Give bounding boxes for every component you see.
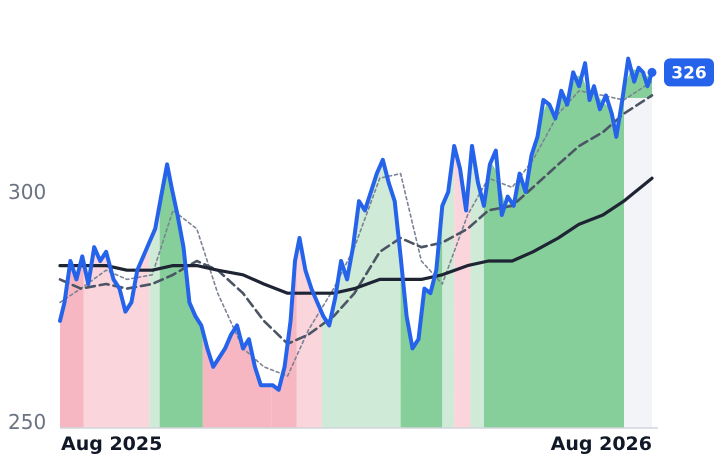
uptrend-zone [442,146,455,428]
x-axis: Aug 2025 Aug 2026 [61,433,652,455]
sma-long-line [58,176,654,295]
uptrend-zone [321,164,401,428]
downtrend-zone [83,242,150,428]
last-value-marker: 326 [647,58,714,87]
trend-zones [60,69,652,429]
x-tick-label: Aug 2025 [61,433,162,455]
uptrend-zone [483,69,652,429]
last-value-dot [647,67,657,77]
x-tick-label: Aug 2026 [551,433,652,455]
downtrend-zone [271,253,297,428]
series-lines [58,56,654,392]
price-line [58,56,654,392]
uptrend-zone [159,165,203,428]
y-tick-label: 300 [8,180,46,204]
downtrend-zone [60,258,84,428]
sma-mid-line [58,94,654,346]
last-value-badge [664,58,714,87]
y-tick-label: 250 [8,410,46,434]
projection-band [624,98,652,428]
downtrend-zone [202,325,272,428]
y-axis: 300 250 [8,180,46,434]
last-value-label: 326 [671,63,707,83]
